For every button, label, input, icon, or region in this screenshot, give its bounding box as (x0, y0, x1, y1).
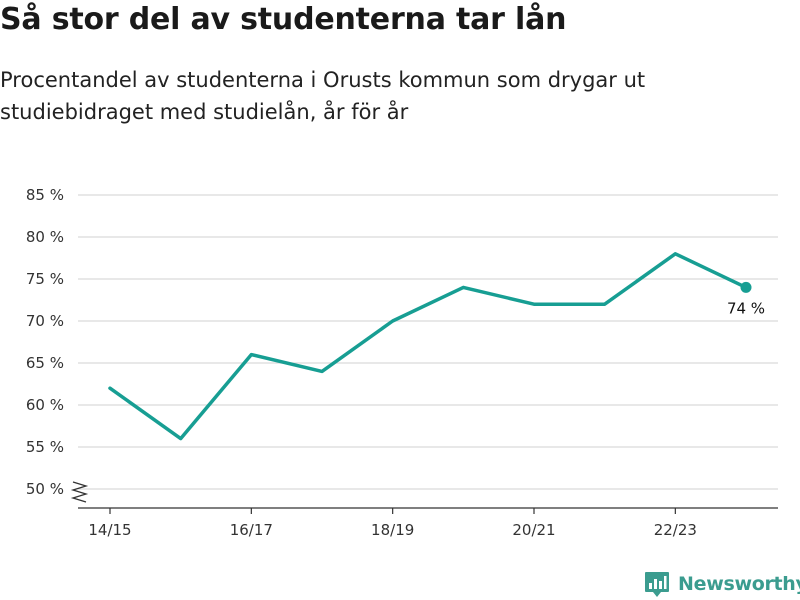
last-point-marker (740, 281, 752, 293)
x-tick-label: 16/17 (230, 521, 273, 539)
grid-lines (78, 194, 778, 490)
y-axis-labels: 50 % 55 % 60 % 65 % 70 % 75 % 80 % 85 % (26, 186, 64, 498)
newsworthy-logo-icon (645, 572, 669, 597)
x-tick-label: 20/21 (512, 521, 555, 539)
y-tick-label: 70 % (26, 312, 64, 330)
y-tick-label: 85 % (26, 186, 64, 204)
x-tick-label: 14/15 (88, 521, 131, 539)
y-tick-label: 55 % (26, 438, 64, 456)
chart-subtitle: Procentandel av studenterna i Orusts kom… (0, 68, 646, 124)
x-axis-labels: 14/15 16/17 18/19 20/21 22/23 (88, 521, 697, 539)
series-line (108, 252, 748, 441)
y-tick-label: 80 % (26, 228, 64, 246)
y-tick-label: 50 % (26, 480, 64, 498)
line-chart: 50 % 55 % 60 % 65 % 70 % 75 % 80 % 85 % 14/15 16… (26, 186, 778, 539)
axis-break-icon (70, 481, 89, 503)
series-layer: 74 % (108, 252, 765, 441)
y-tick-label: 75 % (26, 270, 64, 288)
x-tick-label: 18/19 (371, 521, 414, 539)
brand-name: Newsworthy (678, 573, 800, 595)
x-tick-label: 22/23 (654, 521, 697, 539)
brand-logo[interactable]: Newsworthy (644, 570, 800, 598)
y-tick-label: 60 % (26, 396, 64, 414)
x-axis (78, 507, 778, 514)
chart-title: Så stor del av studenterna tar lån (0, 2, 567, 37)
last-point-label: 74 % (727, 299, 765, 317)
axis-break-zigzag (70, 481, 89, 503)
y-tick-label: 65 % (26, 354, 64, 372)
